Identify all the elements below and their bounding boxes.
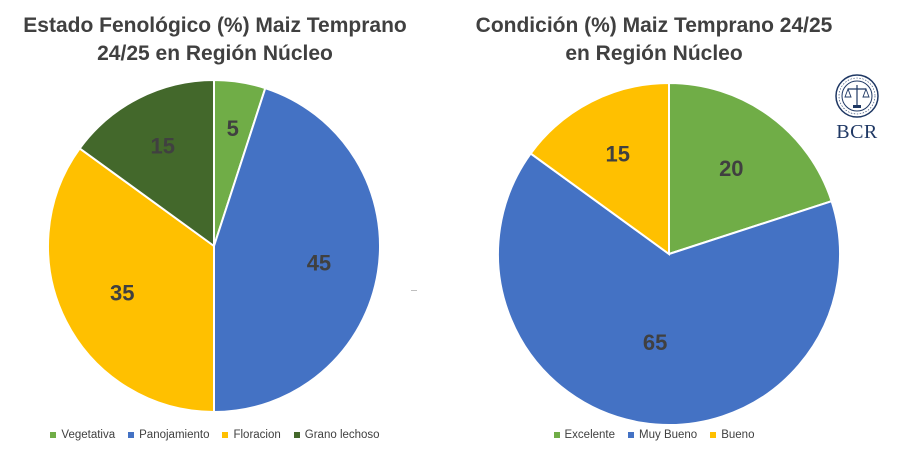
- chart-legend: Excelente Muy Bueno Bueno: [430, 429, 878, 441]
- pie-slice-floracion: [47, 147, 215, 414]
- legend-swatch: [222, 432, 229, 438]
- legend-swatch: [293, 432, 300, 438]
- legend-swatch: [710, 432, 717, 438]
- data-label: 45: [307, 251, 331, 276]
- pie-slice-panojamiento: [213, 86, 381, 414]
- legend-swatch: [628, 432, 635, 438]
- legend-item: Grano lechoso: [293, 429, 380, 441]
- legend-item: Muy Bueno: [628, 429, 697, 441]
- data-label: 5: [227, 116, 239, 141]
- pie-chart-estado-fenologico: 5 45 35 15: [47, 78, 381, 414]
- bcr-seal-icon: [835, 74, 879, 118]
- data-label: 35: [110, 281, 134, 306]
- chart-title: Estado Fenológico (%) Maiz Temprano 24/2…: [23, 14, 407, 65]
- pie-slice-bueno: [529, 81, 670, 256]
- legend-swatch: [128, 432, 135, 438]
- legend-item: Panojamiento: [128, 429, 209, 441]
- legend-label: Grano lechoso: [304, 429, 380, 441]
- legend-label: Floracion: [233, 429, 281, 441]
- legend-label: Muy Bueno: [639, 429, 698, 441]
- chart-title: Condición (%) Maiz Temprano 24/25 en Reg…: [475, 14, 833, 65]
- pie-slice-grano-lechoso: [78, 78, 215, 248]
- legend-item: Bueno: [710, 429, 754, 441]
- logo-text: BCR: [836, 121, 878, 143]
- chart-condicion: Condición (%) Maiz Temprano 24/25 en Reg…: [450, 0, 898, 459]
- legend-label: Bueno: [721, 429, 755, 441]
- data-label: 15: [151, 133, 175, 158]
- chart-legend: Vegetativa Panojamiento Floracion Grano lec…: [0, 429, 430, 441]
- legend-item: Floracion: [222, 429, 281, 441]
- legend-swatch: [50, 432, 57, 438]
- data-label: 65: [643, 330, 667, 355]
- legend-label: Excelente: [564, 429, 616, 441]
- pie-chart-condicion: 20 65 15: [497, 81, 841, 426]
- legend-label: Vegetativa: [61, 429, 116, 441]
- bcr-logo: BCR: [832, 74, 882, 146]
- legend-item: Vegetativa: [50, 429, 115, 441]
- legend-label: Panojamiento: [139, 429, 210, 441]
- legend-item: Excelente: [553, 429, 616, 441]
- data-label: 15: [606, 141, 630, 166]
- legend-swatch: [553, 432, 560, 438]
- pie-slice-excelente: [668, 81, 833, 256]
- pie-slice-muy-bueno: [497, 152, 841, 426]
- chart-estado-fenologico: Estado Fenológico (%) Maiz Temprano 24/2…: [0, 0, 430, 459]
- data-label: 20: [719, 156, 743, 181]
- divider-mark: [411, 290, 417, 291]
